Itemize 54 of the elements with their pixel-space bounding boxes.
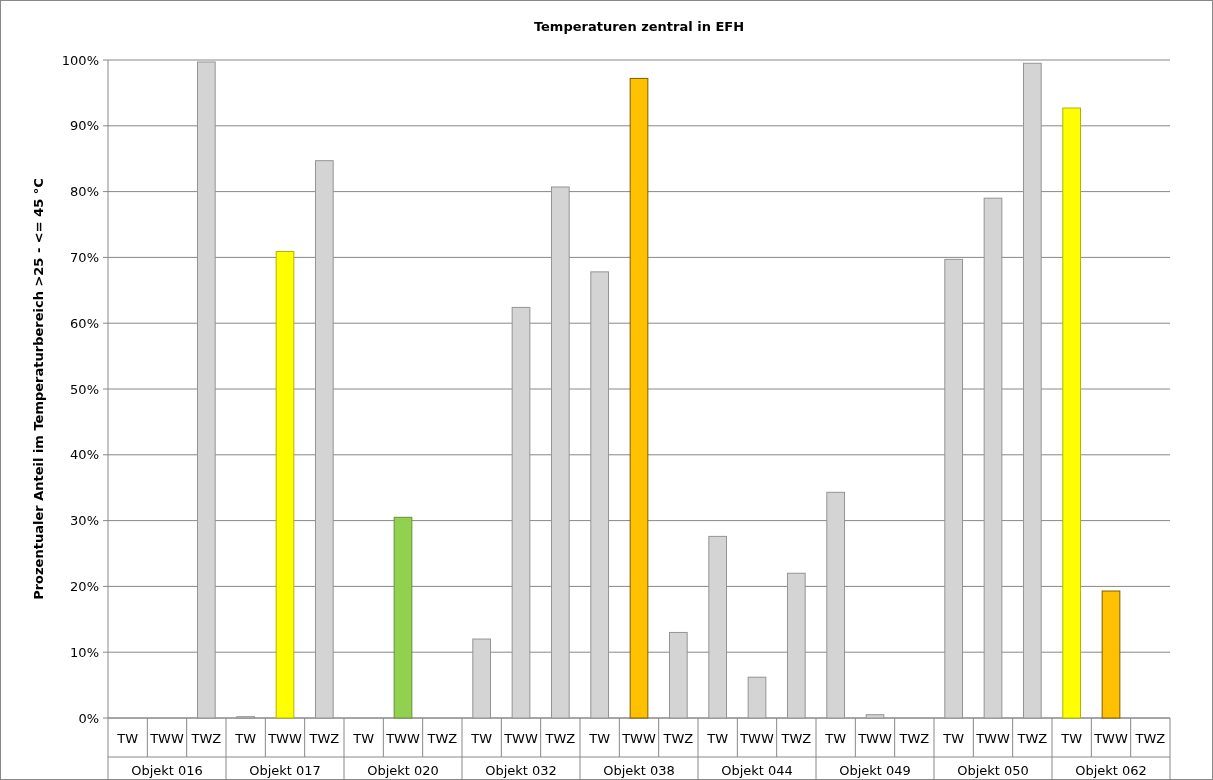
x-tick-label: TW	[352, 731, 375, 746]
x-tick-label: TWW	[267, 731, 302, 746]
x-tick-label: TW	[234, 731, 257, 746]
text: Objekt 050	[957, 763, 1029, 778]
y-tick-label: 60%	[70, 315, 99, 331]
bar	[1062, 107, 1082, 719]
x-tick-label: TW	[588, 731, 611, 746]
x-tick-label: TW	[1060, 731, 1083, 746]
bar	[393, 516, 413, 719]
x-tick-label: TWZ	[190, 731, 222, 746]
text: Objekt 044	[721, 763, 793, 778]
x-tick-label: TWW	[385, 731, 420, 746]
text: Objekt 038	[603, 763, 675, 778]
x-tick-label: TW	[706, 731, 729, 746]
y-tick-label: 100%	[61, 52, 99, 68]
x-tick-label: TWZ	[544, 731, 576, 746]
x-tick-label: TW	[942, 731, 965, 746]
y-tick-label: 90%	[70, 118, 99, 134]
y-tick-label: 50%	[70, 381, 99, 397]
text: Objekt 020	[367, 763, 439, 778]
y-tick-label: 30%	[70, 513, 99, 529]
x-tick-label: TW	[824, 731, 847, 746]
y-tick-label: 40%	[70, 447, 99, 463]
bar	[629, 77, 649, 719]
y-tick-label: 10%	[70, 644, 99, 660]
x-tick-label: TWZ	[426, 731, 458, 746]
x-tick-label: TWW	[621, 731, 656, 746]
x-tick-label: TWW	[975, 731, 1010, 746]
x-tick-label: TWW	[503, 731, 538, 746]
text: Objekt 032	[485, 763, 557, 778]
bar	[275, 250, 295, 719]
x-tick-label: TW	[116, 731, 139, 746]
x-tick-label: TWW	[739, 731, 774, 746]
text: Objekt 016	[131, 763, 203, 778]
y-tick-label: 70%	[70, 249, 99, 265]
x-tick-label: TWZ	[898, 731, 930, 746]
text: Objekt 049	[839, 763, 911, 778]
y-tick-label: 80%	[70, 184, 99, 200]
y-tick-label: 20%	[70, 578, 99, 594]
x-tick-label: TWZ	[662, 731, 694, 746]
text: Objekt 017	[249, 763, 321, 778]
y-axis-title: Prozentualer Anteil im Temperaturbereich >25 - <= 45 °C	[31, 178, 46, 600]
x-tick-label: TWW	[1093, 731, 1128, 746]
x-tick-label: TWZ	[780, 731, 812, 746]
x-tick-label: TWZ	[308, 731, 340, 746]
x-tick-label: TWW	[149, 731, 184, 746]
x-tick-label: TW	[470, 731, 493, 746]
chart-title: Temperaturen zentral in EFH	[533, 19, 745, 34]
x-tick-label: TWW	[857, 731, 892, 746]
y-tick-label: 0%	[78, 710, 99, 726]
bar	[1101, 590, 1121, 719]
x-tick-label: TWZ	[1016, 731, 1048, 746]
x-tick-label: TWZ	[1134, 731, 1166, 746]
text: Objekt 062	[1075, 763, 1147, 778]
